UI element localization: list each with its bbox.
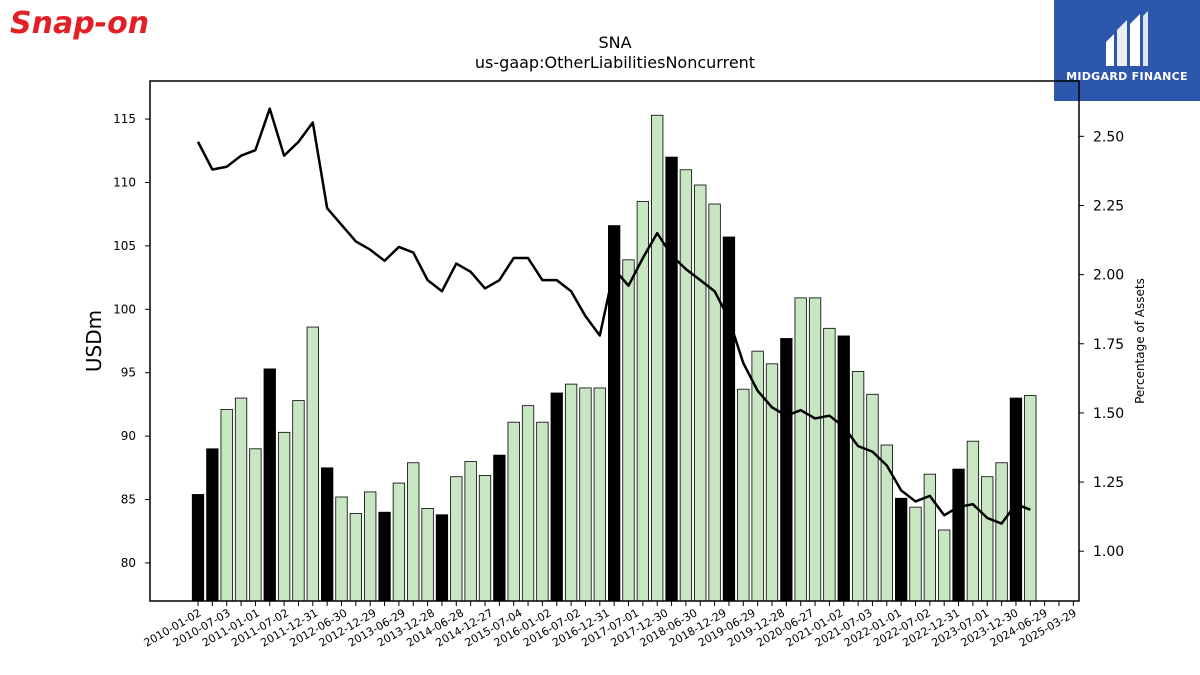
bar-quarterly <box>220 409 233 602</box>
bar-quarterly <box>823 327 836 602</box>
y-tick-label: 105 <box>113 239 136 253</box>
bar-quarterly <box>478 475 492 602</box>
bars-layer <box>191 114 1037 602</box>
x-axis-ticks: 2010-01-022010-07-032011-01-012011-07-02… <box>142 601 1079 650</box>
bar-annual <box>263 368 276 602</box>
bar-quarterly <box>277 431 291 602</box>
bar-quarterly <box>694 184 707 602</box>
bar-quarterly <box>335 496 348 602</box>
y2-tick-label: 2.25 <box>1093 198 1124 214</box>
y-tick-label: 90 <box>121 429 136 443</box>
bar-quarterly <box>981 476 994 602</box>
bar-quarterly <box>808 297 822 602</box>
bar-quarterly <box>622 259 635 602</box>
bar-quarterly <box>737 388 750 602</box>
bar-quarterly <box>450 476 463 602</box>
bar-annual <box>895 497 908 602</box>
bar-quarterly <box>564 383 578 602</box>
chart-subtitle: us-gaap:OtherLiabilitiesNoncurrent <box>475 53 755 72</box>
midgard-finance-label: MIDGARD FINANCE <box>1066 70 1188 83</box>
bar-annual <box>435 514 449 602</box>
y2-axis-label: Percentage of Assets <box>1133 278 1147 404</box>
y2-tick-label: 1.50 <box>1093 406 1124 422</box>
y2-axis-ticks: 1.00 1.25 1.50 1.75 2.00 2.25 2.50 <box>1079 129 1124 560</box>
bar-quarterly <box>851 371 865 602</box>
bar-quarterly <box>234 397 248 602</box>
bar-quarterly <box>995 462 1008 602</box>
bar-annual <box>1009 397 1023 602</box>
pct-assets-line <box>196 107 1031 525</box>
bar-quarterly <box>636 201 649 602</box>
bar-quarterly <box>708 203 721 602</box>
y-tick-label: 85 <box>121 493 136 507</box>
y-tick-label: 95 <box>121 366 136 380</box>
bar-quarterly <box>507 421 520 602</box>
bar-quarterly <box>909 506 922 602</box>
bar-quarterly <box>593 387 606 602</box>
bar-quarterly <box>651 114 664 602</box>
bar-annual <box>191 494 205 602</box>
bar-annual <box>837 335 850 602</box>
y2-tick-label: 1.00 <box>1093 544 1124 560</box>
bar-annual <box>722 236 736 602</box>
snap-on-logo: Snap-on <box>10 6 149 40</box>
y2-tick-label: 2.50 <box>1093 129 1124 145</box>
midgard-finance-badge: MIDGARD FINANCE <box>1054 0 1200 101</box>
bar-annual <box>665 156 678 602</box>
bar-quarterly <box>938 529 951 602</box>
bar-quarterly <box>349 513 363 602</box>
line-layer <box>196 107 1031 525</box>
bar-annual <box>206 448 219 602</box>
bar-quarterly <box>765 363 779 602</box>
snap-on-logo-text: Snap-on <box>10 6 149 40</box>
bar-quarterly <box>292 400 305 602</box>
y-tick-label: 110 <box>113 175 136 189</box>
bar-quarterly <box>679 169 693 602</box>
bar-quarterly <box>407 462 420 602</box>
bar-quarterly <box>464 461 477 602</box>
bar-quarterly <box>392 482 406 602</box>
y-axis-ticks: 80 85 90 95 100 105 110 115 <box>113 112 150 570</box>
bar-annual <box>952 468 965 602</box>
y2-tick-label: 1.75 <box>1093 337 1124 353</box>
bar-annual <box>550 392 563 602</box>
bar-quarterly <box>866 393 879 602</box>
bar-quarterly <box>249 448 262 602</box>
bar-quarterly <box>880 444 893 602</box>
bar-quarterly <box>966 440 980 602</box>
y2-tick-label: 2.00 <box>1093 268 1124 284</box>
bar-annual <box>320 467 334 602</box>
bar-annual <box>378 511 391 602</box>
bar-quarterly <box>306 326 319 602</box>
bar-annual <box>493 454 506 602</box>
bar-quarterly <box>536 421 549 602</box>
y-tick-label: 80 <box>121 556 136 570</box>
y2-tick-label: 1.25 <box>1093 475 1124 491</box>
y-axis-label: USDm <box>82 310 106 372</box>
midgard-logo-icon <box>1106 11 1148 66</box>
bar-quarterly <box>364 491 377 602</box>
bar-annual <box>780 338 793 602</box>
bar-quarterly <box>923 473 936 602</box>
bar-quarterly <box>521 405 535 602</box>
bar-quarterly <box>421 508 434 602</box>
bar-quarterly <box>794 297 807 602</box>
chart-title: SNA <box>598 33 631 52</box>
bar-quarterly <box>579 387 592 602</box>
y-tick-label: 115 <box>113 112 136 126</box>
bar-quarterly <box>1024 395 1037 602</box>
y-tick-label: 100 <box>113 302 136 316</box>
